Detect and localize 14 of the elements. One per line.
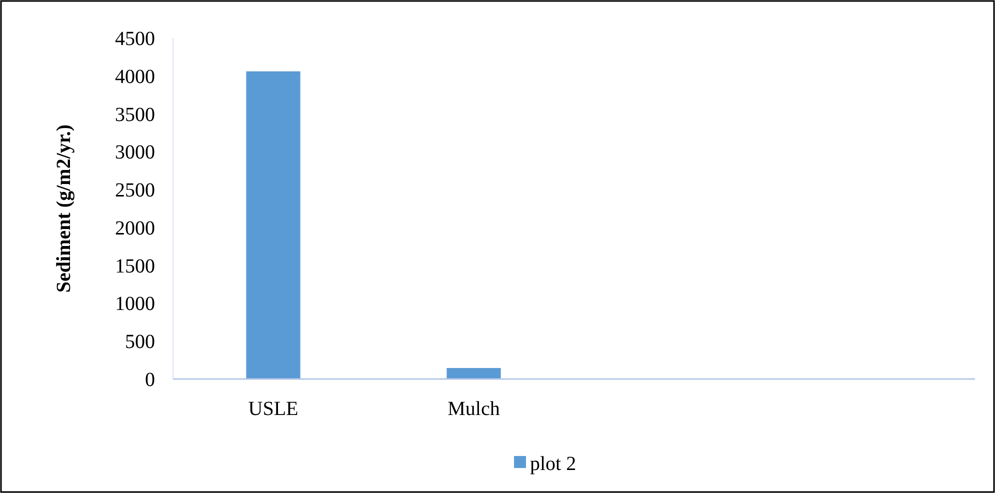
y-tick-label: 3500 bbox=[115, 104, 155, 126]
legend-label: plot 2 bbox=[530, 453, 576, 475]
y-tick-label: 2000 bbox=[115, 217, 155, 240]
y-tick-label: 500 bbox=[125, 331, 155, 354]
y-tick-label: 1000 bbox=[115, 293, 155, 316]
x-tick-label: Mulch bbox=[448, 398, 500, 420]
y-tick-label: 4500 bbox=[115, 28, 155, 50]
y-tick-label: 1500 bbox=[115, 255, 155, 278]
x-tick-label: USLE bbox=[248, 398, 298, 420]
y-tick-label: 0 bbox=[145, 369, 155, 391]
y-axis-title: Sediment (g/m2/yr.) bbox=[53, 124, 75, 293]
y-tick-label: 4000 bbox=[115, 66, 155, 88]
y-tick-label: 3000 bbox=[115, 142, 155, 164]
y-tick-label: 2500 bbox=[115, 180, 155, 202]
